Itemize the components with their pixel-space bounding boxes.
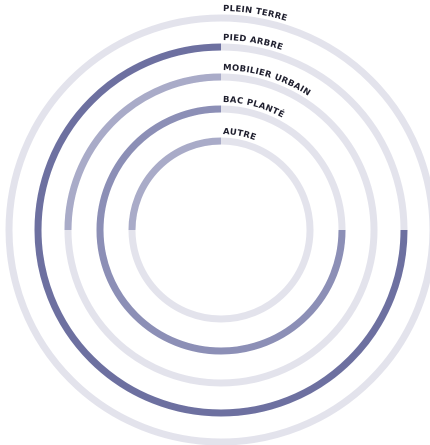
ring-bar-autre (128, 137, 222, 231)
ring-bar-pied-arbre (34, 43, 408, 417)
ring-track-plein-terre (5, 14, 430, 445)
ring-bar-bac-plante (96, 105, 346, 355)
ring-tracks (5, 14, 430, 445)
ring-bar-mobilier-urbain (64, 73, 222, 231)
ring-bars (34, 43, 408, 417)
